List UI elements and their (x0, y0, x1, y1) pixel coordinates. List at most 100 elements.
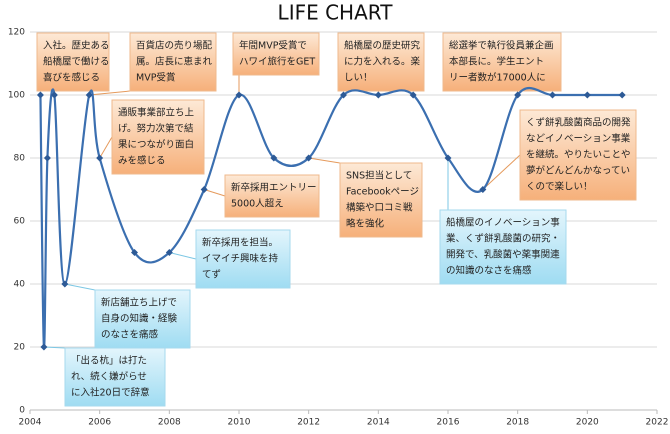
callout-text: 略を強化 (346, 218, 385, 230)
callout-pointer (308, 157, 341, 164)
x-tick-label: 2018 (506, 418, 529, 428)
callout-box (36, 32, 110, 92)
callout-text: 果につながり面白 (118, 139, 194, 151)
y-tick-label: 80 (14, 154, 26, 164)
y-tick-label: 120 (8, 28, 25, 38)
point (200, 186, 208, 193)
point (444, 154, 452, 162)
callout-box (339, 162, 423, 238)
callout-text: 総選挙で執行役員兼企画 (449, 40, 554, 52)
point (549, 91, 556, 99)
x-tick-label: 2022 (646, 418, 669, 428)
x-tick-label: 2020 (576, 418, 599, 428)
callout-text: などイノベーション事業 (526, 133, 631, 145)
callout-text: げ。努力次第で結 (118, 123, 194, 135)
callout-text: リー者数が17000人に (449, 72, 546, 84)
callout-text: ハワイ旅行をGET (239, 56, 315, 68)
callout-pointer (43, 346, 66, 349)
callout-text: 新卒採用を担当。 (202, 237, 278, 249)
point (374, 91, 382, 99)
callout-text: に力を入れる。楽 (344, 56, 421, 68)
callout-text: 5000人超え (231, 198, 284, 210)
point (85, 91, 93, 99)
callout-box (195, 229, 291, 289)
callout-text: に入社20日で辞意 (71, 387, 150, 399)
point (50, 91, 58, 99)
callout-pointer (169, 252, 197, 260)
callout-text: イマイチ興味を持 (202, 253, 279, 265)
callout-text: SNS担当として (346, 170, 412, 182)
x-tick-label: 2006 (88, 418, 111, 428)
point (409, 91, 417, 99)
callout-pointer (89, 90, 131, 96)
callout-text: を継続。やりたいことや (526, 149, 631, 161)
callout-text: Facebookページ (346, 187, 419, 198)
callout-box (129, 32, 217, 92)
point (305, 154, 313, 162)
callout-text: てず (202, 270, 221, 281)
callout-text: 通販事業部立ち上 (118, 107, 195, 119)
point (40, 343, 48, 351)
callout-box (64, 347, 166, 407)
point (583, 91, 591, 99)
callout: くず餅乳酸菌商品の開発などイノベーション事業を継続。やりたいことや夢がどんどんか… (519, 109, 637, 201)
chart-title: LIFE CHART (278, 1, 394, 25)
callout-pointer (204, 189, 226, 197)
callout-text: 自身の知識・経験 (101, 313, 178, 325)
callout-text: 船橋屋で働ける (43, 56, 110, 68)
point (340, 91, 347, 99)
callout-text: のなさを痛感 (101, 329, 159, 341)
callout-text: 「出る杭」は打た (71, 355, 147, 367)
x-tick-label: 2012 (297, 418, 320, 428)
callout: 船橋屋のイノベーション事業、くず餅乳酸菌の研究・開発で、乳酸菌や薬事関連の知識の… (439, 209, 567, 285)
point (96, 154, 104, 162)
callout-text: 船橋屋のイノベーション事 (446, 217, 560, 229)
point (165, 249, 173, 256)
callout-text: みを感じる (118, 155, 166, 167)
callout-text: しい！ (344, 73, 373, 84)
callout-text: MVP受賞 (136, 72, 175, 84)
y-tick-label: 0 (19, 406, 25, 416)
point (514, 91, 522, 99)
callout-pointer (64, 283, 96, 291)
callout-text: れ、続く嫌がらせ (71, 371, 147, 383)
callout-text: 開発で、乳酸菌や薬事関連 (446, 249, 560, 261)
callout-box (111, 99, 205, 175)
callout-text: の知識のなさを痛感 (446, 265, 532, 277)
callout-text: 船橋屋の歴史研究 (344, 40, 421, 52)
y-tick-label: 60 (14, 217, 26, 227)
y-tick-label: 40 (14, 280, 26, 290)
callout-box (439, 209, 567, 285)
point (43, 154, 51, 162)
callout-text: 新店舗立ち上げで (101, 297, 177, 309)
point (131, 249, 138, 256)
point (36, 91, 44, 99)
callout-pointer (482, 154, 521, 190)
callout-text: 夢がどんどんかなってい (526, 165, 630, 177)
callout-text: くので楽しい！ (526, 181, 593, 193)
point (618, 91, 626, 99)
callout-text: 百貨店の売り場配 (136, 40, 213, 52)
point (270, 154, 278, 162)
point (235, 91, 243, 99)
callout-text: 業、くず餅乳酸菌の研究・ (446, 233, 560, 245)
callout-text: 構築や口コミ戦 (346, 202, 413, 214)
x-tick-label: 2010 (228, 418, 251, 428)
point (479, 186, 487, 193)
callout-text: 属。店長に恵まれ (136, 56, 213, 68)
x-tick-label: 2014 (367, 418, 390, 428)
callout-pointer (99, 136, 113, 159)
callout-box (337, 32, 425, 92)
callout-box (232, 32, 320, 76)
callout-text: 新卒採用エントリー (231, 182, 317, 194)
x-tick-label: 2004 (19, 418, 42, 428)
